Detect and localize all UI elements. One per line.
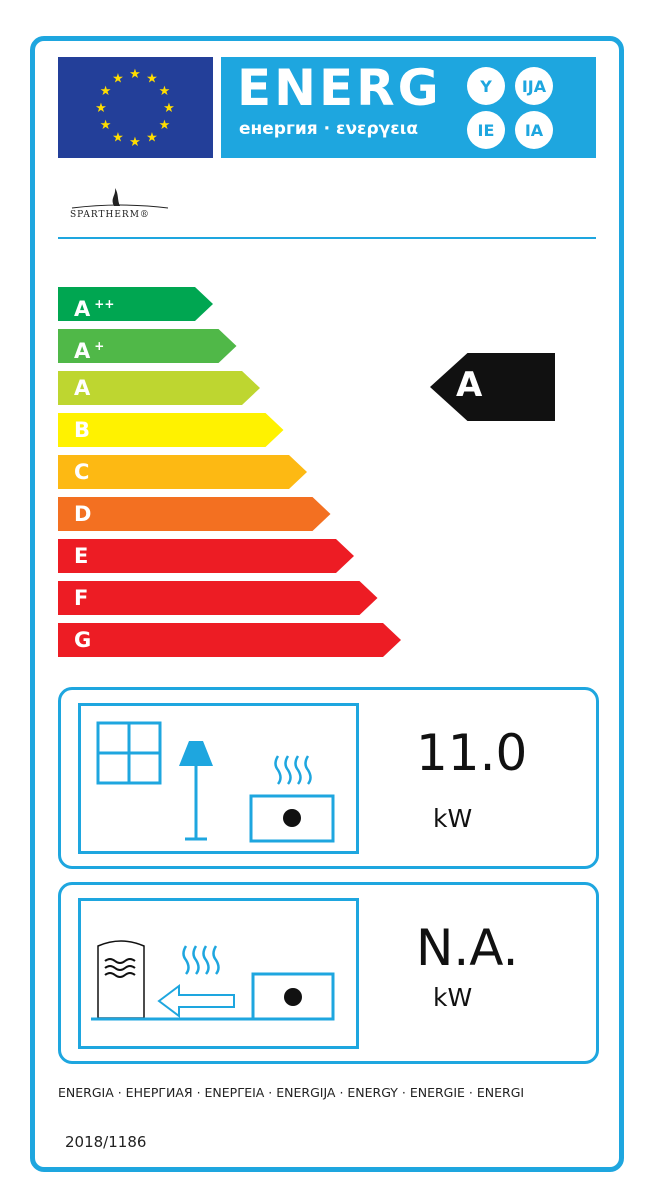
scale-label: D (74, 502, 92, 526)
window-icon (96, 721, 162, 785)
scale-label: A (74, 297, 91, 321)
star-icon: ★ (100, 118, 112, 133)
suffix-ia: IA (515, 111, 553, 149)
energy-header: ENERG енергия · ενεργεια Y IJA IE IA (221, 57, 596, 158)
scale-label: A (74, 339, 91, 363)
star-icon: ★ (159, 118, 171, 133)
scale-label: B (74, 418, 91, 442)
energ-title: ENERG (237, 59, 442, 117)
star-icon: ★ (129, 135, 141, 150)
direct-heat-panel: 11.0 kW (58, 687, 599, 869)
scale-bar-b: B (58, 413, 284, 447)
eu-flag-icon: ★ ★ ★ ★ ★ ★ ★ ★ ★ ★ ★ ★ (58, 57, 213, 158)
scale-bar-c: C (58, 455, 307, 489)
scale-label-sup: + (94, 339, 105, 353)
star-icon: ★ (95, 101, 107, 116)
scale-bar-g: G (58, 623, 401, 657)
scale-bar-f: F (58, 581, 378, 615)
star-icon: ★ (163, 101, 175, 116)
scale-bar-aplus: A + (58, 329, 237, 363)
direct-heat-value: 11.0 (416, 724, 528, 782)
star-icon: ★ (112, 72, 124, 87)
heater-icon (249, 755, 335, 843)
rating-class: A (456, 365, 483, 405)
star-icon: ★ (159, 84, 171, 99)
scale-bar-e: E (58, 539, 354, 573)
scale-bar-d: D (58, 497, 331, 531)
scale-bar-a: A (58, 371, 260, 405)
suffix-y: Y (467, 67, 505, 105)
scale-label: C (74, 460, 90, 484)
indirect-heat-panel: N.A. kW (58, 882, 599, 1064)
star-icon: ★ (129, 67, 141, 82)
direct-heat-unit: kW (433, 804, 473, 833)
brand-name: SPARTHERM® (70, 210, 150, 220)
energ-subtitle: енергия · ενεργεια (239, 119, 418, 139)
star-icon: ★ (112, 130, 124, 145)
indirect-heat-pictogram (78, 898, 359, 1049)
suffix-ie: IE (467, 111, 505, 149)
indirect-heat-unit: kW (433, 983, 473, 1012)
direct-heat-pictogram (78, 703, 359, 854)
star-icon: ★ (100, 84, 112, 99)
scale-label: F (74, 586, 89, 610)
scale-label: E (74, 544, 89, 568)
star-icon: ★ (146, 72, 158, 87)
star-icon: ★ (146, 130, 158, 145)
scale-bar-aplusplus: A ++ (58, 287, 213, 321)
heater-icon (182, 945, 335, 1021)
arrow-left-icon (157, 984, 235, 1018)
scale-label: A (74, 376, 91, 400)
scale-label: G (74, 628, 92, 652)
indirect-heat-value: N.A. (416, 919, 519, 977)
divider (58, 237, 596, 239)
language-line: ENERGIA · ЕНЕРГИАЯ · ΕΝΕΡΓΕΙΑ · ENERGIJA… (58, 1085, 525, 1100)
water-tank-icon (91, 940, 253, 1021)
label-frame (30, 36, 624, 1172)
scale-label-sup: ++ (94, 297, 115, 311)
regulation-number: 2018/1186 (65, 1133, 147, 1151)
suffix-ija: IJA (515, 67, 553, 105)
flame-logo-icon (71, 188, 169, 209)
lamp-icon (179, 741, 213, 841)
